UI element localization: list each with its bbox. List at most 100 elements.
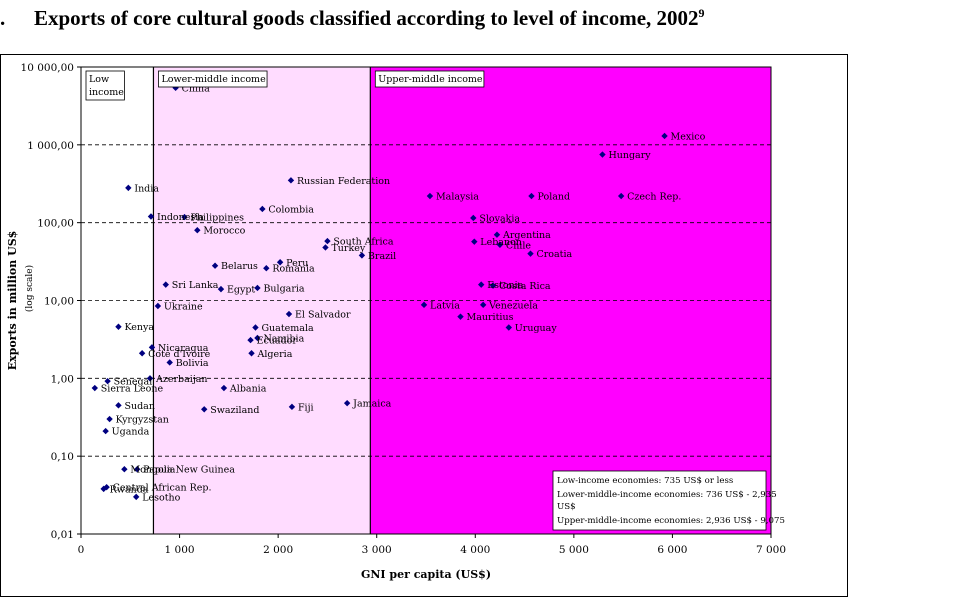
band-label-box: [85, 70, 125, 101]
data-point: [288, 403, 296, 411]
data-point-label: Cote d'Ivoire: [148, 349, 211, 360]
x-tick-label: 6 000: [657, 544, 687, 556]
data-point: [121, 466, 128, 473]
data-point: [478, 281, 485, 288]
data-point: [115, 402, 122, 409]
data-point-label: Croatia: [536, 249, 572, 260]
data-point: [133, 466, 141, 473]
data-point: [285, 310, 293, 318]
data-point-label: Central African Rep.: [113, 483, 212, 494]
y-tick-label: 10,00: [44, 296, 74, 308]
data-point-label: India: [134, 183, 159, 194]
data-point-label: Chile: [506, 240, 531, 251]
figure-heading: . Exports of core cultural goods classif…: [0, 6, 968, 38]
y-tick-label: 1 000,00: [27, 140, 74, 152]
x-tick-label: 5 000: [559, 544, 589, 556]
data-point-label: Guatemala: [261, 323, 314, 334]
data-point-label: Namibia: [263, 333, 304, 344]
data-point: [148, 344, 156, 351]
data-point: [324, 237, 331, 245]
x-tick-label: 4 000: [460, 544, 490, 556]
data-point: [146, 375, 154, 382]
data-point: [172, 84, 179, 92]
data-point-label: Peru: [286, 258, 308, 269]
data-point: [457, 313, 464, 320]
data-point: [343, 399, 351, 407]
data-point-label: Mexico: [671, 131, 706, 142]
data-point-label: Colombia: [268, 204, 314, 215]
x-tick-label: 1 000: [165, 544, 195, 556]
x-tick-label: 2 000: [263, 544, 293, 556]
data-point: [91, 384, 98, 392]
data-point-label: China: [182, 83, 211, 94]
data-point-label: Indonesia: [157, 212, 204, 223]
data-point: [162, 281, 169, 288]
data-point-label: Sudan: [124, 401, 155, 412]
data-point: [276, 259, 284, 266]
data-point-label: Russian Federation: [297, 176, 390, 187]
data-point-label: Jamaica: [352, 399, 392, 410]
data-point-label: El Salvador: [295, 310, 351, 321]
data-point-label: Fiji: [298, 402, 314, 413]
scatter-chart: 0,01 0,10 1,00 10,00 100,00 1 000,00 10 000,00…: [6, 62, 786, 581]
data-point-label: Belarus: [221, 261, 258, 272]
data-point-label: Rwanda: [110, 484, 149, 495]
data-point: [138, 350, 146, 357]
data-point-label: Uruguay: [515, 323, 558, 334]
data-point-label: Swaziland: [210, 405, 259, 416]
data-point-label: Poland: [537, 192, 570, 203]
data-point-label: Lebanon: [480, 237, 522, 248]
data-point-label: Kenya: [124, 322, 154, 333]
data-point: [194, 227, 201, 234]
data-point: [505, 324, 512, 331]
data-point-label: Morocco: [203, 226, 245, 237]
data-point-label: Sri Lanka: [172, 280, 219, 291]
data-point-label: Mauritius: [467, 312, 514, 323]
income-note-box: [552, 470, 767, 531]
data-point: [599, 151, 606, 158]
data-point: [217, 285, 225, 293]
data-point-label: Philippines: [191, 213, 245, 224]
figure-title-text: Exports of core cultural goods classifie…: [34, 6, 699, 30]
income-note-line: US$: [557, 502, 576, 512]
data-point-label: Venezuela: [488, 300, 538, 311]
data-point: [100, 485, 107, 493]
x-axis-title: GNI per capita (US$): [361, 568, 491, 581]
income-note-upper-middle: Upper-middle-income economies: 2,936 US$…: [557, 516, 785, 526]
data-point: [254, 334, 261, 342]
y-axis-title: Exports in million US$: [6, 231, 19, 371]
data-point: [166, 359, 173, 366]
data-point: [470, 214, 477, 222]
data-point-label: Estonia: [487, 280, 524, 291]
data-point: [106, 415, 113, 423]
y-tick-label: 0,01: [51, 529, 74, 541]
data-point: [133, 493, 140, 501]
y-axis-subtitle: (log scale): [24, 265, 35, 312]
data-point: [115, 323, 122, 330]
data-point-label: Ecuador: [257, 336, 298, 347]
data-point: [263, 265, 270, 272]
figure-number: .: [0, 6, 6, 30]
data-point: [479, 301, 487, 309]
data-point-label: Nicaragua: [158, 343, 209, 354]
data-point: [220, 384, 228, 392]
data-point-label: Egypt: [227, 285, 255, 296]
figure-title: Exports of core cultural goods classifie…: [34, 6, 705, 31]
data-point-label: South Africa: [333, 237, 393, 248]
data-point-label: Costa Rica: [499, 281, 551, 292]
data-point: [358, 252, 366, 259]
data-point-label: Romania: [272, 264, 315, 275]
data-point-label: Malaysia: [436, 192, 479, 203]
data-point-label: Kyrgyzstan: [116, 415, 169, 426]
data-point: [420, 301, 428, 309]
data-point-label: Algeria: [257, 349, 293, 360]
y-tick-label: 100,00: [37, 218, 74, 230]
chart-frame: 0,01 0,10 1,00 10,00 100,00 1 000,00 10 000,00…: [0, 54, 848, 597]
data-point-label: Sierra Leone: [101, 384, 164, 395]
y-tick-label: 10 000,00: [21, 62, 74, 74]
data-point: [471, 238, 478, 245]
data-point-label: Senegal: [114, 377, 153, 388]
data-point-label: Azerbaijan: [155, 374, 208, 385]
x-tick-label: 7 000: [756, 544, 786, 556]
data-point-label: Bolivia: [176, 358, 209, 369]
